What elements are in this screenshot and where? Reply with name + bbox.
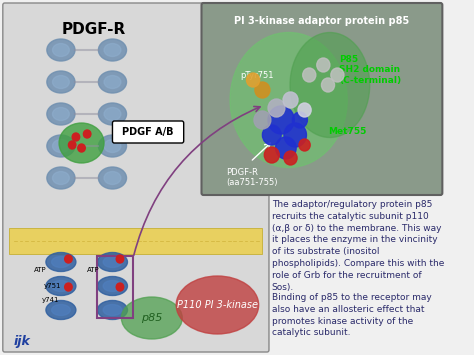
Text: y751: y751 (44, 283, 62, 289)
Ellipse shape (99, 167, 127, 189)
Text: ATP: ATP (34, 267, 46, 273)
Circle shape (268, 99, 285, 117)
Ellipse shape (59, 123, 104, 163)
Text: PDGF-R: PDGF-R (62, 22, 126, 37)
Circle shape (299, 139, 310, 151)
Text: The adaptor/regulatory protein p85
recruits the catalytic subunit p110
(α,β or δ: The adaptor/regulatory protein p85 recru… (272, 200, 444, 291)
FancyBboxPatch shape (201, 3, 442, 195)
Ellipse shape (176, 276, 259, 334)
Circle shape (264, 147, 279, 163)
Circle shape (68, 141, 76, 149)
Ellipse shape (52, 280, 70, 291)
Circle shape (78, 144, 85, 152)
Circle shape (263, 125, 281, 145)
Ellipse shape (103, 280, 122, 291)
Circle shape (303, 68, 316, 82)
Circle shape (283, 92, 298, 108)
Circle shape (64, 255, 72, 263)
Ellipse shape (47, 71, 75, 93)
Ellipse shape (290, 33, 370, 137)
Circle shape (292, 112, 308, 128)
Circle shape (284, 151, 297, 165)
Ellipse shape (46, 252, 76, 272)
Ellipse shape (230, 33, 347, 168)
Ellipse shape (104, 44, 121, 56)
Text: Binding of p85 to the receptor may
also have an allosteric effect that
promotes : Binding of p85 to the receptor may also … (272, 293, 431, 337)
Text: PI 3-kinase adaptor protein p85: PI 3-kinase adaptor protein p85 (234, 16, 409, 26)
Circle shape (116, 283, 124, 291)
Text: P110 PI 3-kinase: P110 PI 3-kinase (177, 300, 258, 310)
FancyBboxPatch shape (3, 3, 269, 352)
Circle shape (83, 130, 91, 138)
Circle shape (72, 133, 80, 141)
Ellipse shape (104, 140, 121, 153)
Circle shape (268, 106, 294, 134)
Ellipse shape (53, 171, 69, 185)
Circle shape (321, 78, 335, 92)
Ellipse shape (53, 140, 69, 153)
Ellipse shape (53, 76, 69, 88)
Bar (9, 228, 263, 254)
Text: pTyr751: pTyr751 (240, 71, 273, 81)
Ellipse shape (47, 103, 75, 125)
Ellipse shape (47, 167, 75, 189)
Ellipse shape (53, 108, 69, 120)
Circle shape (317, 58, 330, 72)
Ellipse shape (104, 76, 121, 88)
Circle shape (116, 255, 124, 263)
Text: p85: p85 (141, 313, 163, 323)
Ellipse shape (53, 44, 69, 56)
Ellipse shape (47, 135, 75, 157)
FancyBboxPatch shape (112, 121, 184, 143)
Ellipse shape (99, 39, 127, 61)
Circle shape (275, 137, 296, 159)
Ellipse shape (98, 252, 128, 272)
Ellipse shape (47, 39, 75, 61)
Text: y741: y741 (42, 297, 60, 303)
Text: PDGF A/B: PDGF A/B (122, 127, 174, 137)
Circle shape (254, 111, 271, 129)
Circle shape (64, 283, 72, 291)
Ellipse shape (98, 277, 128, 295)
Ellipse shape (98, 300, 128, 320)
Text: P85
SH2 domain
(C-terminal): P85 SH2 domain (C-terminal) (339, 55, 401, 85)
Text: Met755: Met755 (328, 127, 366, 137)
Ellipse shape (103, 257, 122, 268)
Ellipse shape (104, 108, 121, 120)
Ellipse shape (99, 135, 127, 157)
Text: PDGF-R
(aa751-755): PDGF-R (aa751-755) (226, 168, 277, 187)
Text: ATP: ATP (87, 267, 100, 273)
Ellipse shape (52, 305, 70, 316)
Ellipse shape (103, 305, 122, 316)
Circle shape (331, 68, 344, 82)
Text: ijk: ijk (13, 335, 30, 348)
Ellipse shape (121, 297, 182, 339)
Circle shape (255, 82, 270, 98)
Ellipse shape (104, 171, 121, 185)
Circle shape (298, 103, 311, 117)
Ellipse shape (46, 277, 76, 295)
Ellipse shape (46, 300, 76, 320)
Circle shape (246, 73, 260, 87)
Ellipse shape (99, 103, 127, 125)
Circle shape (284, 123, 307, 147)
Ellipse shape (99, 71, 127, 93)
Bar (98, 256, 133, 318)
Ellipse shape (52, 257, 70, 268)
